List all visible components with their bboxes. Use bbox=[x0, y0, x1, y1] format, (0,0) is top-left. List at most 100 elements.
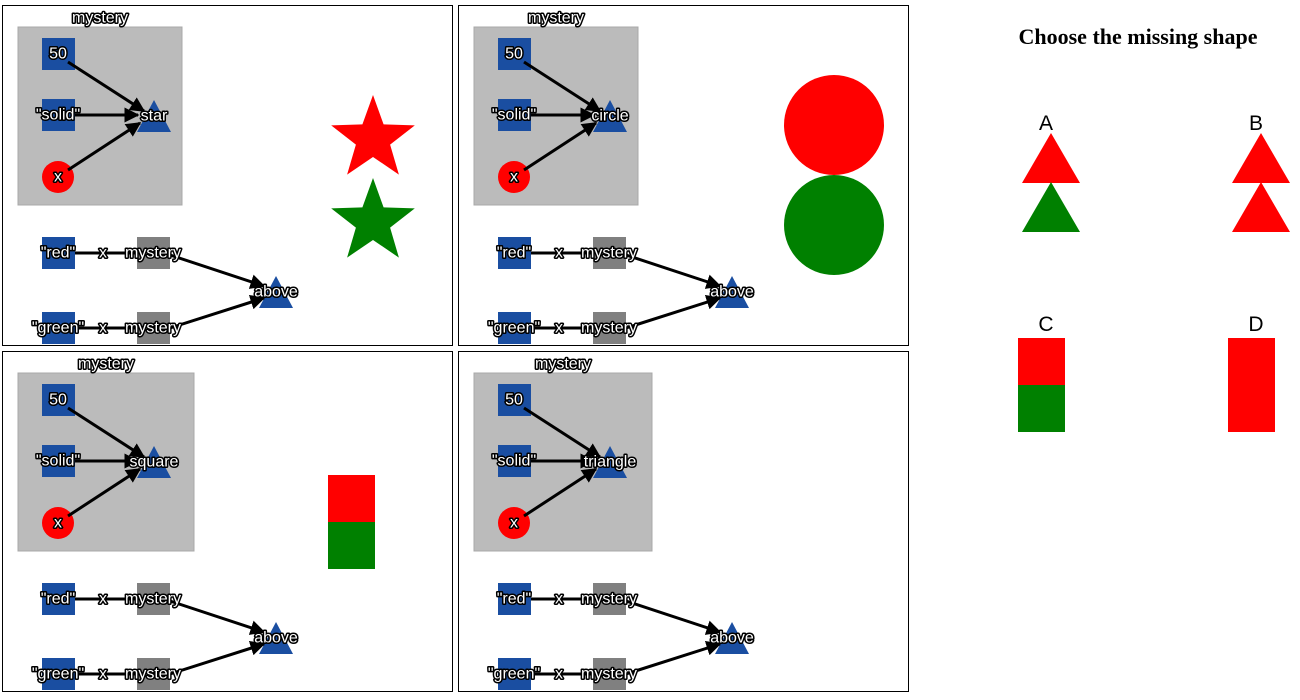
answer-option-d[interactable]: D bbox=[1228, 313, 1275, 432]
param-node bbox=[498, 507, 530, 539]
size-edge bbox=[67, 60, 146, 113]
mystery-definition-label: mystery bbox=[72, 10, 128, 27]
param-edge bbox=[67, 121, 142, 172]
color2-label: "green" bbox=[32, 666, 84, 683]
color1-node bbox=[42, 583, 75, 615]
above-label: above bbox=[710, 630, 754, 647]
size-edge bbox=[523, 60, 602, 113]
mode-node bbox=[42, 99, 75, 131]
call1-edge bbox=[625, 253, 722, 289]
example-panel-circle: mystery 50 "solid" x circle "red" x mystery "gre… bbox=[458, 5, 909, 346]
color1-label: "red" bbox=[497, 245, 531, 262]
x1-label: x bbox=[99, 245, 107, 262]
result-top-shape bbox=[784, 75, 884, 175]
mode-label: "solid" bbox=[36, 107, 80, 124]
param-node bbox=[498, 161, 530, 193]
color1-node bbox=[42, 237, 75, 269]
shape-function-node bbox=[593, 100, 627, 132]
call2-edge bbox=[169, 294, 266, 330]
above-node bbox=[715, 622, 749, 654]
call1-node bbox=[593, 583, 626, 615]
x2-label: x bbox=[555, 320, 563, 337]
color1-node bbox=[498, 237, 531, 269]
call1-label: mystery bbox=[125, 245, 181, 262]
param-node bbox=[42, 507, 74, 539]
result-bottom-shape bbox=[331, 178, 415, 258]
option-bottom-shape bbox=[1228, 385, 1275, 432]
size-edge bbox=[67, 406, 146, 459]
size-label: 50 bbox=[505, 392, 523, 409]
option-top-shape bbox=[1232, 133, 1290, 183]
option-top-shape bbox=[1018, 338, 1065, 385]
call1-node bbox=[593, 237, 626, 269]
size-label: 50 bbox=[49, 46, 67, 63]
above-label: above bbox=[254, 284, 298, 301]
option-top-shape bbox=[1228, 338, 1275, 385]
color2-node bbox=[498, 312, 531, 344]
call1-node bbox=[137, 237, 170, 269]
shape-function-label: star bbox=[141, 108, 168, 125]
answer-option-b[interactable]: B bbox=[1232, 112, 1290, 232]
param-label: x bbox=[54, 169, 62, 186]
call1-edge bbox=[169, 599, 266, 635]
color2-node bbox=[42, 658, 75, 690]
call2-node bbox=[137, 658, 170, 690]
shape-function-node bbox=[593, 446, 627, 478]
param-label: x bbox=[54, 515, 62, 532]
call2-label: mystery bbox=[125, 320, 181, 337]
size-label: 50 bbox=[49, 392, 67, 409]
mode-label: "solid" bbox=[36, 453, 80, 470]
color1-label: "red" bbox=[497, 591, 531, 608]
mode-node bbox=[498, 445, 531, 477]
color2-label: "green" bbox=[488, 666, 540, 683]
param-edge bbox=[523, 467, 598, 518]
mode-label: "solid" bbox=[492, 453, 536, 470]
answer-option-a[interactable]: A bbox=[1022, 112, 1080, 232]
option-top-shape bbox=[1022, 133, 1080, 183]
shape-function-label: square bbox=[130, 454, 179, 471]
x1-label: x bbox=[555, 591, 563, 608]
call1-node bbox=[137, 583, 170, 615]
size-label: 50 bbox=[505, 46, 523, 63]
option-bottom-shape bbox=[1018, 385, 1065, 432]
color1-label: "red" bbox=[41, 591, 75, 608]
above-label: above bbox=[710, 284, 754, 301]
call2-label: mystery bbox=[581, 666, 637, 683]
x1-label: x bbox=[99, 591, 107, 608]
x2-label: x bbox=[99, 666, 107, 683]
mode-node bbox=[498, 99, 531, 131]
color2-node bbox=[498, 658, 531, 690]
shape-function-label: triangle bbox=[584, 454, 637, 471]
above-node bbox=[715, 276, 749, 308]
above-label: above bbox=[254, 630, 298, 647]
above-node bbox=[259, 276, 293, 308]
param-label: x bbox=[510, 169, 518, 186]
call1-label: mystery bbox=[581, 245, 637, 262]
answer-option-c[interactable]: C bbox=[1018, 313, 1065, 432]
option-bottom-shape bbox=[1232, 182, 1290, 232]
call1-edge bbox=[169, 253, 266, 289]
color2-label: "green" bbox=[488, 320, 540, 337]
shape-function-label: circle bbox=[591, 108, 628, 125]
call2-edge bbox=[169, 640, 266, 676]
param-node bbox=[42, 161, 74, 193]
x2-label: x bbox=[555, 666, 563, 683]
mystery-definition-label: mystery bbox=[528, 10, 584, 27]
mode-label: "solid" bbox=[492, 107, 536, 124]
param-edge bbox=[67, 467, 142, 518]
param-edge bbox=[523, 121, 598, 172]
call2-label: mystery bbox=[125, 666, 181, 683]
option-label: C bbox=[1038, 313, 1053, 336]
result-top-shape bbox=[328, 475, 375, 522]
size-edge bbox=[523, 406, 602, 459]
mode-node bbox=[42, 445, 75, 477]
call2-edge bbox=[625, 640, 722, 676]
call1-edge bbox=[625, 599, 722, 635]
option-bottom-shape bbox=[1022, 182, 1080, 232]
question-title: Choose the missing shape bbox=[1019, 24, 1258, 49]
call2-node bbox=[593, 312, 626, 344]
result-bottom-shape bbox=[328, 522, 375, 569]
mystery-definition-label: mystery bbox=[535, 356, 591, 373]
result-top-shape bbox=[331, 95, 415, 175]
